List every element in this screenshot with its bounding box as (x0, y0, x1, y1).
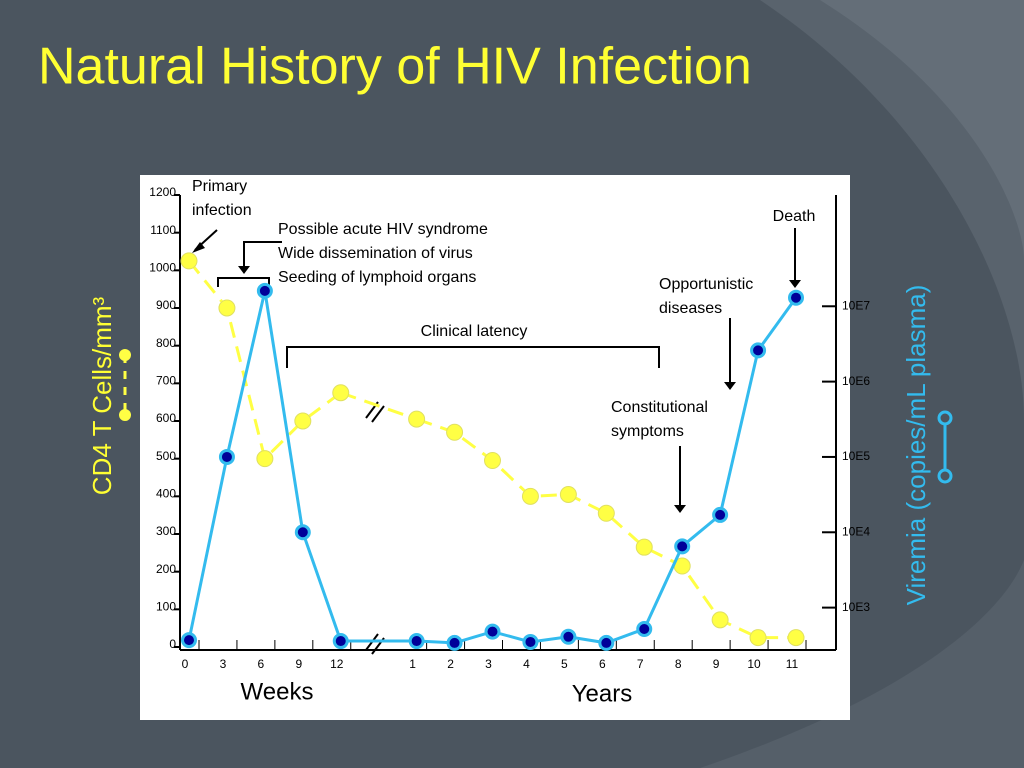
data-point (181, 632, 197, 649)
y-tick-label: 100 (156, 600, 176, 614)
data-point (787, 629, 805, 647)
data-point (484, 623, 501, 640)
y-axis-title: CD4 T Cells/mm³ (87, 296, 117, 495)
x-tick-label: 7 (637, 657, 644, 671)
x-tick-label: 12 (330, 657, 344, 671)
data-point (484, 452, 501, 470)
data-point (521, 487, 539, 505)
annotation: infection (192, 202, 252, 219)
data-point (788, 289, 804, 306)
x-group-label: Years (572, 680, 633, 707)
y2-axis-title: Viremia (copies/mL plasma) (901, 285, 931, 606)
annotation: Death (773, 208, 816, 225)
x-tick-label: 2 (447, 657, 454, 671)
x-tick-label: 6 (599, 657, 606, 671)
data-point (446, 634, 463, 651)
y-tick-label: 600 (156, 411, 176, 425)
y-tick-label: 700 (156, 374, 176, 388)
annotation: Possible acute HIV syndrome (278, 221, 488, 238)
y2-tick-label: 10E6 (842, 374, 870, 388)
data-point (711, 611, 729, 629)
y-tick-label: 0 (169, 637, 176, 651)
data-point (597, 504, 615, 522)
annotation: Opportunistic (659, 276, 753, 293)
data-point (559, 485, 577, 503)
data-point (332, 384, 350, 402)
x-tick-label: 1 (409, 657, 416, 671)
data-point (218, 448, 235, 465)
annotation: Primary (192, 178, 247, 195)
y-tick-label: 400 (156, 487, 176, 501)
annotation-arrowheads (192, 242, 801, 513)
y2-tick-label: 10E7 (842, 298, 870, 312)
legend-viremia (937, 410, 953, 484)
y2-tick-label: 10E3 (842, 600, 870, 614)
data-point (408, 633, 425, 650)
data-point (294, 524, 311, 541)
y-tick-label: 800 (156, 336, 176, 350)
data-point (636, 621, 653, 638)
annotation: symptoms (611, 423, 684, 440)
x-tick-label: 9 (295, 657, 302, 671)
data-point (674, 538, 691, 555)
x-tick-label: 9 (713, 657, 720, 671)
data-point (446, 423, 464, 441)
data-point (750, 342, 767, 359)
y-tick-label: 500 (156, 449, 176, 463)
data-point (712, 506, 729, 523)
x-tick-label: 4 (523, 657, 530, 671)
y-tick-label: 900 (156, 298, 176, 312)
x-tick-label: 5 (561, 657, 568, 671)
x-tick-label: 8 (675, 657, 682, 671)
y-tick-label: 1100 (150, 223, 176, 237)
y2-tick-label: 10E5 (842, 449, 870, 463)
y-tick-label: 1000 (149, 261, 176, 275)
decor-arc (820, 0, 1024, 260)
x-tick-label: 0 (182, 657, 189, 671)
data-point (408, 410, 426, 428)
data-point (294, 412, 312, 430)
x-tick-label: 11 (786, 657, 799, 671)
data-point (256, 282, 273, 299)
annotation: Wide dissemination of virus (278, 245, 473, 262)
slide-title: Natural History of HIV Infection (38, 38, 752, 96)
data-point (598, 634, 615, 651)
y-tick-label: 300 (156, 524, 176, 538)
annotation: Constitutional (611, 399, 708, 416)
y2-tick-label: 10E4 (842, 524, 870, 538)
x-tick-label: 10 (747, 657, 761, 671)
data-point (560, 628, 577, 645)
annotation: Seeding of lymphoid organs (278, 269, 476, 286)
x-tick-label: 3 (220, 657, 227, 671)
decor-arc (700, 560, 1024, 768)
data-point (180, 252, 198, 270)
annotation: diseases (659, 300, 722, 317)
data-point (635, 538, 653, 556)
y-tick-label: 1200 (149, 185, 176, 199)
legend-cd4 (119, 349, 131, 421)
data-point (332, 633, 349, 650)
x-group-label: Weeks (241, 678, 314, 705)
annotation: Clinical latency (421, 323, 528, 340)
data-point (218, 299, 236, 317)
data-point (522, 633, 539, 650)
data-point (256, 450, 274, 468)
x-tick-label: 3 (485, 657, 492, 671)
data-point (749, 629, 767, 647)
x-tick-label: 6 (258, 657, 265, 671)
y-tick-label: 200 (156, 562, 176, 576)
series-bridge (340, 391, 418, 421)
